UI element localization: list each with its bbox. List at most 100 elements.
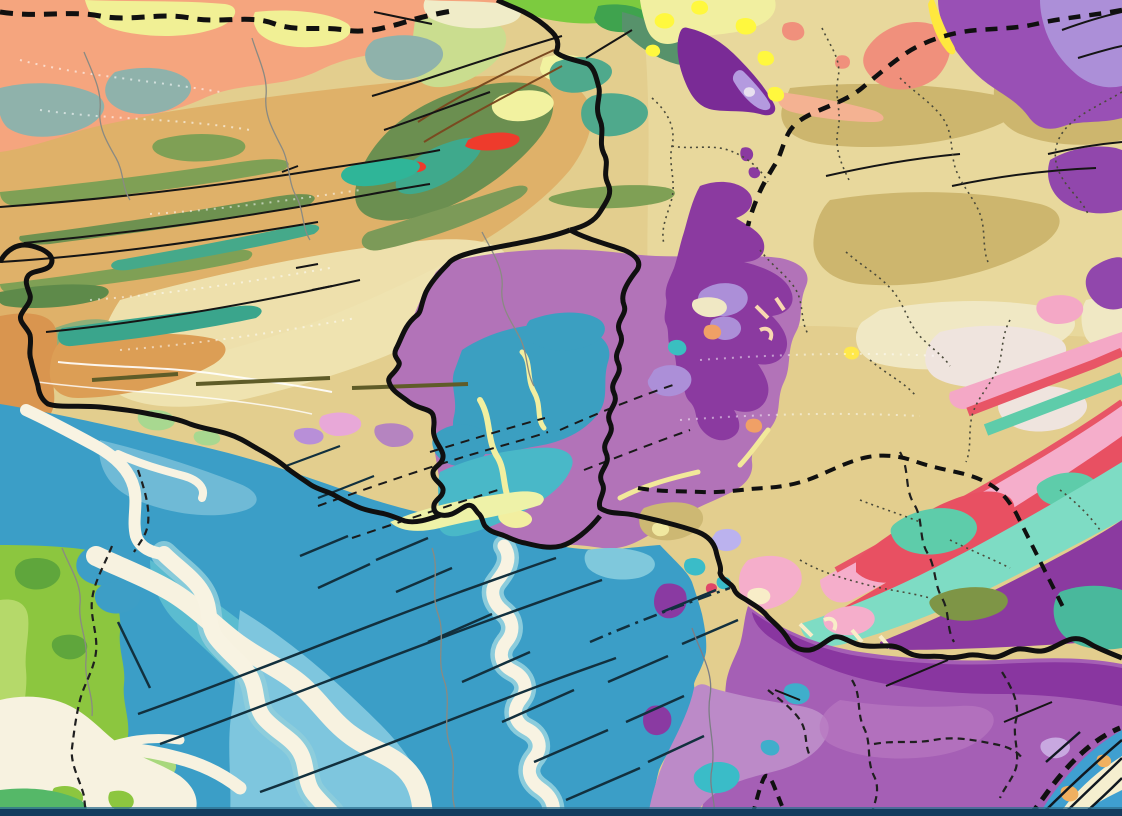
admin-dotted [799,559,931,599]
unit-darkgreen-sw-1 [14,558,61,590]
accent-teal-dot [667,339,687,356]
unit-teal-stripe [111,224,320,271]
unit-tealgray-3 [365,35,444,81]
vein-yellow-5 [737,427,771,468]
texture-speckle [149,189,361,215]
unit-tealgray-1 [0,83,105,137]
belt-olive-blob [929,587,1008,621]
unit-salmon-smear [777,92,884,122]
texture-speckle [119,317,357,351]
fault-line [371,35,563,97]
admin-dotted [821,27,851,183]
national-border-north [495,0,613,233]
unit-yellow-nw-b [253,10,351,48]
fault-basin [375,536,429,562]
unit-red-lens [465,132,520,151]
accent-orange-dot [703,324,722,340]
unit-mauve-west-bit [374,423,414,447]
unit-pink-fringe [319,412,362,436]
fault-tick [281,165,299,173]
admin-gray [251,37,311,241]
fault-line [373,11,433,25]
unit-se-purple-light [648,684,829,816]
fault-se [885,659,949,687]
border-dashed-ne [745,7,1122,227]
accent-yellow-dab [735,17,757,35]
texture-speckle [679,412,921,421]
unit-pink-blob-ne [1036,295,1084,324]
border-dashed-center [637,453,1066,610]
unit-darkgreen-sw-2 [51,634,88,660]
accent-cream-squiggle [754,304,770,320]
fault-dashed-loop [583,429,691,471]
belt-cream-squiggle [850,628,864,644]
river-east [486,539,560,816]
admin-gray [83,51,131,201]
admin-gray [691,627,715,816]
unit-corner-cream [1058,756,1122,816]
river-feeder-nw [20,404,170,560]
river-west [156,546,342,816]
unit-lightgreen-p2 [193,430,221,446]
texture-speckle [39,109,251,131]
unit-white-corner [0,696,197,816]
fault-darkseg [91,372,179,382]
fault-basin-long [159,578,603,746]
unit-lavender-patch-2 [647,365,692,397]
unit-palegreen-nw [410,15,507,88]
admin-dashed [133,469,150,553]
fault-basin-long [137,556,557,716]
unit-tealgray-2 [105,67,192,115]
belt-mint-field [800,462,1122,646]
river-feeder-branch [114,450,207,502]
fault-dashed-loop [317,431,549,507]
fault-basin [533,728,609,764]
belt-cream-squiggle [798,622,814,638]
fault-line [0,149,441,208]
bottom-bar [0,809,1122,816]
admin-gray [61,547,93,717]
unit-purple-edge-2 [1085,257,1122,310]
accent-yellow-dab [645,44,661,57]
fault-basin [317,562,371,590]
unit-khaki-2 [813,192,1060,286]
unit-salmon-tr [863,22,951,90]
vein-yellow-4 [617,469,701,501]
fault-tick [311,285,333,291]
unit-lightblue-border-btm [584,548,655,580]
unit-pink-band-ne [949,332,1122,410]
belt-cream-squiggle [823,616,838,631]
unit-olive-stripe-5 [548,185,675,209]
unit-blue-core-ne [525,312,605,351]
accent-lavender-corner [1040,737,1070,759]
accent-yellow-dab [767,86,785,102]
accent-cream-squiggle [774,296,786,312]
stream-white-1 [57,361,333,393]
admin-dotted [845,251,951,367]
fault-basin [647,734,705,764]
unit-yellow-blob-1 [491,90,554,122]
unit-crimson-streak-ne [966,347,1122,417]
fault-basin [681,618,739,646]
accent-cream-squiggle [759,326,774,341]
fault-corner [1045,731,1081,763]
accent-yellow-dot [843,346,860,360]
unit-salmon-dot-2 [835,55,850,69]
fault-line [1077,45,1122,59]
admin-dotted [949,539,1011,569]
fault-basin [625,694,685,724]
unit-lav-fringe [293,427,324,445]
unit-mint-streak-ne [983,372,1122,436]
unit-purple-edge-1 [1047,146,1122,214]
fault-line [23,183,431,244]
fault-line [383,91,491,131]
fault-line [825,153,961,177]
fault-basin [461,650,531,684]
fault-line [0,221,319,263]
unit-olive-stripe-2 [19,194,315,245]
unit-lavender-corner [1040,0,1122,88]
unit-green-on-white-2 [108,790,134,811]
border-dashed-nw [0,8,453,34]
